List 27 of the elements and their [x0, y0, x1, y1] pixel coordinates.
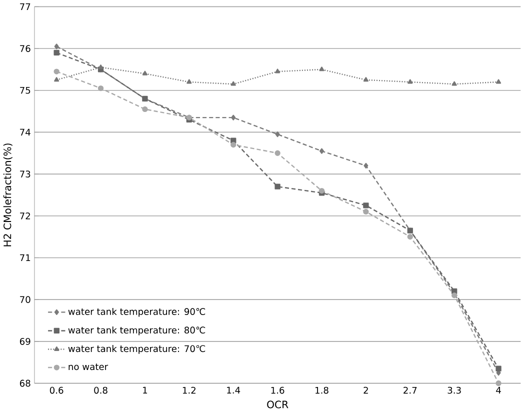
x-tick-label: 1.2: [182, 386, 196, 394]
y-tick-label: 77: [20, 4, 30, 10]
y-tick-label: 69: [20, 338, 30, 346]
x-tick-label: 1.8: [316, 386, 328, 394]
legend-label: no water: [68, 364, 108, 370]
legend-label: water tank temperature: 80℃: [68, 326, 206, 336]
y-tick-label: 70: [20, 296, 30, 304]
y-tick-label: 75: [20, 87, 30, 94]
x-tick-label: 1: [143, 387, 148, 394]
x-axis-title: OCR: [267, 400, 288, 408]
x-tick-label: 0.8: [94, 386, 108, 394]
legend-label: water tank temperature: 90℃: [68, 308, 206, 317]
y-tick-label: 68: [20, 380, 30, 387]
x-tick-label: 1.6: [271, 386, 284, 394]
y-tick-label: 71: [20, 254, 30, 262]
x-tick-label: 1.4: [227, 387, 240, 394]
x-tick-label: 4: [496, 387, 501, 394]
y-tick-label: 74: [20, 129, 30, 136]
y-tick-label: 72: [20, 212, 30, 220]
x-tick-label: 0.6: [50, 386, 64, 394]
x-tick-label: 2: [364, 386, 368, 394]
x-tick-label: 3.3: [448, 386, 461, 394]
y-axis-title: H2 CMolefraction(%): [3, 144, 12, 246]
y-tick-label: 76: [20, 45, 30, 52]
y-tick-label: 73: [20, 170, 30, 178]
legend-label: water tank temperature: 70℃: [68, 345, 206, 354]
x-tick-label: 2.7: [404, 386, 417, 394]
